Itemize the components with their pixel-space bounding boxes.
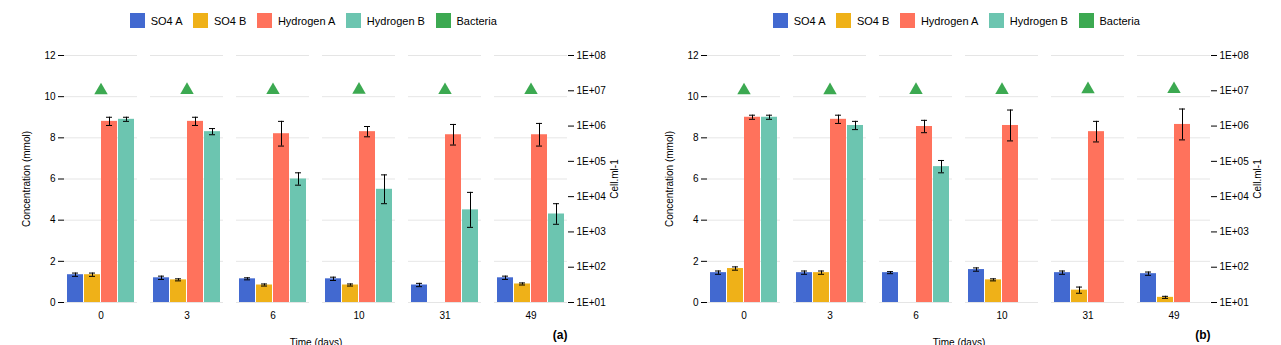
svg-text:31: 31 [1082,309,1094,320]
html-text:Hydrogen B: Hydrogen B [366,14,425,27]
svg-text:Cell.ml-1: Cell.ml-1 [609,158,620,198]
svg-text:1E+06: 1E+06 [1220,120,1250,131]
svg-text:(b): (b) [1195,327,1210,341]
svg-text:10: 10 [353,309,365,320]
svg-text:1E+01: 1E+01 [1220,296,1250,307]
svg-text:1E+07: 1E+07 [577,84,607,95]
svg-text:31: 31 [439,309,451,320]
svg-text:4: 4 [693,214,699,225]
svg-text:1E+02: 1E+02 [577,261,607,272]
svg-text:1E+08: 1E+08 [1220,49,1250,60]
svg-text:3: 3 [827,309,833,320]
svg-text:10: 10 [996,309,1008,320]
svg-text:6: 6 [913,309,919,320]
svg-text:0: 0 [741,309,747,320]
svg-text:4: 4 [50,214,56,225]
html-text:Hydrogen A: Hydrogen A [277,14,336,27]
svg-text:0: 0 [693,296,699,307]
svg-text:Cell.ml-1: Cell.ml-1 [1252,158,1263,198]
html-text:SO4 B: SO4 B [214,14,247,27]
svg-text:1E+03: 1E+03 [577,226,607,237]
svg-text:1E+04: 1E+04 [1220,190,1250,201]
svg-text:1E+08: 1E+08 [577,49,607,60]
svg-text:6: 6 [270,309,276,320]
html-text:Bacteria: Bacteria [456,14,497,27]
svg-text:1E+06: 1E+06 [577,120,607,131]
svg-text:1E+05: 1E+05 [577,155,607,166]
svg-text:Time (days): Time (days) [933,336,985,345]
svg-text:10: 10 [687,90,699,101]
html-text:Bacteria: Bacteria [1099,14,1140,27]
svg-text:0: 0 [98,309,104,320]
svg-text:0: 0 [50,296,56,307]
svg-text:1E+03: 1E+03 [1220,226,1250,237]
svg-text:1E+02: 1E+02 [1220,261,1250,272]
html-text:Hydrogen A: Hydrogen A [920,14,979,27]
html-text:SO4 A: SO4 A [793,14,826,27]
svg-text:1E+07: 1E+07 [1220,84,1250,95]
svg-text:49: 49 [525,309,537,320]
svg-text:2: 2 [50,255,56,266]
html-text:Hydrogen B: Hydrogen B [1009,14,1068,27]
svg-text:Time (days): Time (days) [290,336,342,345]
svg-text:(a): (a) [553,327,568,341]
svg-text:12: 12 [687,49,699,60]
html-text:SO4 B: SO4 B [857,14,890,27]
svg-text:1E+04: 1E+04 [577,190,607,201]
svg-text:1E+01: 1E+01 [577,296,607,307]
svg-text:8: 8 [50,132,56,143]
svg-text:2: 2 [693,255,699,266]
svg-text:12: 12 [44,49,56,60]
svg-text:10: 10 [44,90,56,101]
svg-text:1E+05: 1E+05 [1220,155,1250,166]
svg-text:8: 8 [693,132,699,143]
svg-text:Concentration (mmol): Concentration (mmol) [664,130,675,226]
svg-text:Concentration (mmol): Concentration (mmol) [21,130,32,226]
svg-text:49: 49 [1168,309,1180,320]
svg-text:6: 6 [693,173,699,184]
html-text:SO4 A: SO4 A [150,14,183,27]
svg-text:6: 6 [50,173,56,184]
svg-text:3: 3 [184,309,190,320]
